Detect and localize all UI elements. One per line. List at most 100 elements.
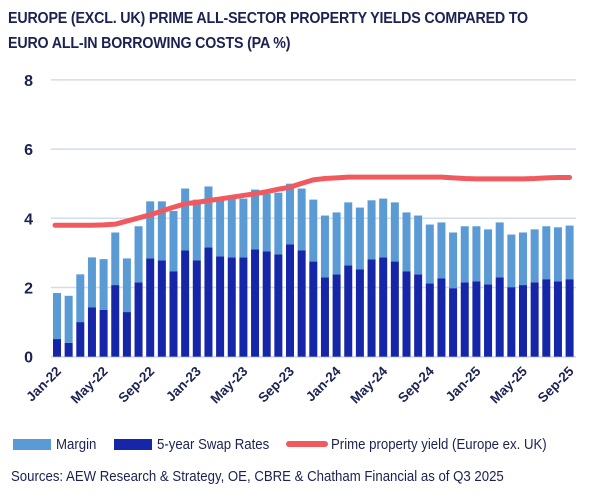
legend-label-margin: Margin: [56, 435, 97, 453]
bar-margin: [87, 257, 96, 308]
prime-yield-line: [52, 174, 573, 228]
bar-swap-rate: [216, 256, 225, 357]
bar-swap-rate: [402, 271, 411, 357]
bar-swap-rate: [425, 283, 434, 357]
bar-swap-rate: [274, 254, 283, 357]
bar-margin: [286, 183, 294, 245]
bar-swap-rate: [87, 307, 96, 357]
bar-swap-rate: [414, 274, 423, 357]
bar-swap-rate: [76, 322, 85, 357]
bar-margin: [239, 198, 248, 258]
bar-margin: [251, 189, 260, 250]
x-tick-label: Sep-22: [115, 364, 157, 406]
bar-margin: [402, 212, 411, 272]
bar-margin: [64, 295, 73, 343]
bar-swap-rate: [169, 271, 178, 357]
x-tick-label: Jan-25: [443, 363, 484, 404]
bar-swap-rate: [530, 282, 539, 357]
bar-margin: [449, 232, 458, 289]
bar-margin: [192, 199, 201, 261]
x-tick-label: May-23: [208, 363, 251, 406]
bar-swap-rate: [146, 258, 155, 357]
legend-item-yield: Prime property yield (Europe ex. UK): [286, 436, 576, 453]
bar-swap-rate: [181, 250, 190, 357]
bar-swap-rate: [437, 278, 446, 357]
x-tick-label: May-25: [487, 363, 530, 406]
bar-margin: [99, 259, 108, 310]
bar-margin: [425, 224, 434, 284]
bar-swap-rate: [122, 312, 131, 357]
legend-swatch-yield: [286, 441, 329, 447]
bar-swap-rate: [484, 284, 493, 357]
bar-margin: [122, 258, 131, 313]
x-tick-label: Sep-24: [395, 363, 437, 405]
bar-swap-rate: [239, 257, 248, 357]
x-tick-label: Jan-23: [163, 363, 204, 404]
bar-margin: [355, 207, 364, 270]
bar-swap-rate: [390, 261, 399, 357]
bar-swap-rate: [64, 342, 73, 357]
bar-swap-rate: [379, 257, 388, 357]
bar-margin: [437, 222, 446, 279]
bar-margin: [379, 198, 388, 258]
bar-swap-rate: [53, 339, 61, 357]
bar-swap-rate: [460, 282, 469, 357]
bar-swap-rate: [320, 277, 329, 357]
bar-margin: [274, 192, 283, 255]
bar-margin: [460, 226, 469, 283]
bar-swap-rate: [134, 282, 143, 357]
bar-swap-rate: [507, 287, 516, 357]
bar-swap-rate: [565, 279, 574, 357]
legend-item-margin: Margin: [13, 436, 102, 453]
x-tick-label: Jan-22: [23, 364, 64, 405]
bar-margin: [262, 193, 271, 252]
bar-margin: [507, 234, 516, 288]
x-axis-ticks: Jan-22 May-22 Sep-22 Jan-23 May-23 Sep-23 Jan-…: [23, 363, 577, 406]
bar-margin: [484, 229, 493, 285]
bar-margin: [181, 188, 190, 251]
bar-swap-rate: [553, 281, 562, 357]
bar-swap-rate: [192, 260, 201, 357]
bar-margin: [320, 215, 329, 278]
x-tick-label: May-22: [68, 364, 111, 407]
y-tick-label: 8: [24, 73, 33, 90]
source-note: Sources: AEW Research & Strategy, OE, CB…: [11, 468, 504, 485]
y-tick-label: 2: [24, 281, 33, 298]
bar-swap-rate: [204, 247, 213, 357]
bar-swap-rate: [227, 257, 236, 357]
x-tick-label: Sep-25: [535, 363, 577, 405]
bar-margin: [530, 229, 539, 283]
bar-swap-rate: [309, 261, 318, 357]
bar-margin: [344, 202, 353, 266]
bar-margin: [134, 226, 143, 283]
yield-line-group: [52, 174, 573, 228]
x-tick-label: May-24: [347, 363, 390, 406]
bar-margin: [169, 211, 178, 272]
legend-label-yield: Prime property yield (Europe ex. UK): [331, 435, 548, 453]
bar-margin: [472, 226, 481, 282]
bar-swap-rate: [355, 269, 364, 357]
bar-swap-rate: [367, 259, 376, 357]
x-tick-label: Sep-23: [255, 363, 297, 405]
bar-margin: [53, 293, 61, 340]
legend-item-swap: 5-year Swap Rates: [113, 435, 285, 453]
bar-margin: [519, 232, 527, 286]
legend-swatch-margin: [13, 438, 51, 450]
bar-swap-rate: [99, 309, 108, 357]
bar-swap-rate: [344, 265, 353, 357]
y-axis-ticks: 0 2 4 6 8: [24, 73, 33, 367]
bar-swap-rate: [286, 244, 294, 357]
bar-swap-rate: [297, 250, 306, 357]
y-tick-label: 6: [24, 142, 33, 159]
bar-margin: [111, 232, 120, 286]
bar-margin: [390, 202, 399, 262]
bar-swap-rate: [262, 251, 271, 357]
legend-label-swap: 5-year Swap Rates: [156, 435, 270, 453]
x-tick-label: Jan-24: [303, 363, 344, 404]
bar-margin: [553, 227, 562, 282]
bar-swap-rate: [495, 277, 504, 357]
bar-swap-rate: [449, 288, 458, 357]
bar-margin: [414, 215, 423, 275]
bar-swap-rate: [542, 279, 551, 357]
